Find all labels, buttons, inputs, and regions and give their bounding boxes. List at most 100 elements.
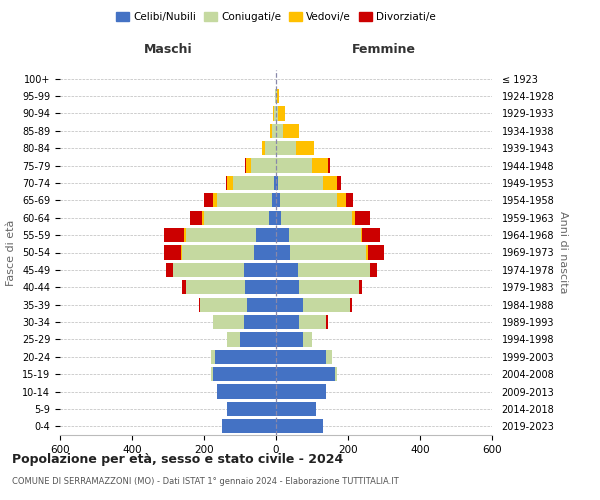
Bar <box>276 298 303 312</box>
Bar <box>211 350 215 364</box>
Bar <box>199 298 200 312</box>
Bar <box>213 367 276 382</box>
Bar <box>217 193 272 208</box>
Bar <box>265 141 276 156</box>
Bar <box>276 89 277 103</box>
Bar <box>272 124 276 138</box>
Bar <box>276 402 316 416</box>
Bar <box>211 367 213 382</box>
Bar <box>276 280 299 294</box>
Bar <box>303 298 350 312</box>
Bar <box>251 158 276 172</box>
Bar <box>166 263 173 277</box>
Bar <box>247 158 251 172</box>
Bar <box>346 193 353 208</box>
Bar <box>270 124 272 138</box>
Bar <box>227 176 233 190</box>
Bar <box>280 193 337 208</box>
Bar <box>281 210 352 225</box>
Bar <box>299 280 359 294</box>
Bar <box>274 106 276 120</box>
Bar <box>276 419 323 434</box>
Bar <box>200 298 247 312</box>
Bar <box>337 176 341 190</box>
Bar <box>182 280 186 294</box>
Bar <box>276 124 283 138</box>
Bar <box>352 210 355 225</box>
Bar <box>245 158 247 172</box>
Bar <box>276 106 278 120</box>
Bar <box>359 280 362 294</box>
Text: Popolazione per età, sesso e stato civile - 2024: Popolazione per età, sesso e stato civil… <box>12 452 343 466</box>
Text: COMUNE DI SERRAMAZZONI (MO) - Dati ISTAT 1° gennaio 2024 - Elaborazione TUTTITAL: COMUNE DI SERRAMAZZONI (MO) - Dati ISTAT… <box>12 478 399 486</box>
Bar <box>244 315 276 329</box>
Bar <box>256 228 276 242</box>
Bar <box>269 210 276 225</box>
Bar <box>370 263 377 277</box>
Bar <box>164 246 181 260</box>
Bar <box>215 350 276 364</box>
Legend: Celibi/Nubili, Coniugati/e, Vedovi/e, Divorziati/e: Celibi/Nubili, Coniugati/e, Vedovi/e, Di… <box>112 8 440 26</box>
Bar <box>226 176 227 190</box>
Bar <box>283 124 299 138</box>
Bar <box>276 367 335 382</box>
Bar <box>217 384 276 398</box>
Bar <box>204 193 213 208</box>
Bar <box>326 350 332 364</box>
Bar <box>276 141 296 156</box>
Bar <box>366 246 368 260</box>
Bar <box>276 263 298 277</box>
Text: Maschi: Maschi <box>143 43 193 56</box>
Bar <box>296 141 314 156</box>
Bar <box>290 246 366 260</box>
Bar <box>202 210 204 225</box>
Bar <box>182 246 254 260</box>
Bar <box>186 280 245 294</box>
Bar <box>362 228 380 242</box>
Bar <box>299 315 326 329</box>
Bar <box>328 158 330 172</box>
Bar <box>278 176 323 190</box>
Bar <box>244 263 276 277</box>
Bar <box>368 246 384 260</box>
Bar <box>184 228 186 242</box>
Bar <box>262 141 265 156</box>
Bar <box>240 332 276 346</box>
Bar <box>276 332 303 346</box>
Bar <box>289 228 361 242</box>
Bar <box>204 210 269 225</box>
Bar <box>276 228 289 242</box>
Text: Femmine: Femmine <box>352 43 416 56</box>
Bar <box>233 176 274 190</box>
Bar <box>337 193 346 208</box>
Bar <box>276 158 312 172</box>
Bar <box>298 263 370 277</box>
Bar <box>350 298 352 312</box>
Bar <box>190 210 202 225</box>
Bar <box>254 246 276 260</box>
Bar <box>181 246 182 260</box>
Bar <box>276 193 280 208</box>
Bar <box>213 315 244 329</box>
Bar <box>361 228 362 242</box>
Bar <box>303 332 312 346</box>
Bar <box>213 193 217 208</box>
Bar <box>247 298 276 312</box>
Bar <box>276 176 278 190</box>
Bar <box>277 89 279 103</box>
Bar <box>245 280 276 294</box>
Bar <box>173 263 244 277</box>
Bar <box>312 158 328 172</box>
Y-axis label: Fasce di età: Fasce di età <box>7 220 16 286</box>
Bar <box>335 367 337 382</box>
Bar <box>272 193 276 208</box>
Bar <box>227 332 240 346</box>
Bar <box>276 384 326 398</box>
Bar <box>276 350 326 364</box>
Bar <box>278 106 285 120</box>
Bar <box>323 176 337 190</box>
Bar <box>355 210 370 225</box>
Bar <box>276 315 299 329</box>
Bar <box>227 402 276 416</box>
Bar <box>275 89 276 103</box>
